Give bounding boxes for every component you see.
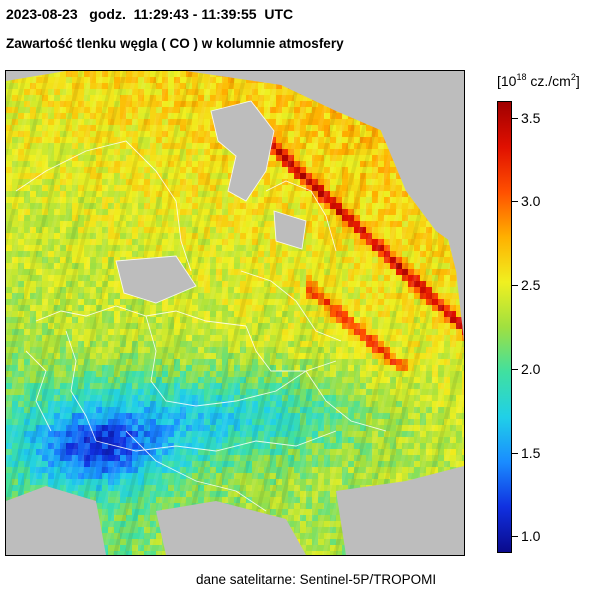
country-borders (15, 100, 387, 512)
map-title: Zawartość tlenku węgla ( CO ) w kolumnie… (6, 36, 344, 51)
map-canvas (6, 71, 464, 555)
no-data-areas (6, 71, 464, 555)
colorbar-tick-label: 1.5 (521, 444, 541, 461)
colorbar-tick (512, 368, 518, 370)
co-column-map (5, 70, 465, 556)
colorbar-tick-label: 3.0 (521, 193, 541, 210)
colorbar-tick-label: 3.5 (521, 109, 541, 126)
colorbar (497, 101, 512, 553)
colorbar-unit-label: [1018 cz./cm2] (497, 72, 580, 89)
colorbar-tick (512, 201, 518, 203)
colorbar-tick-label: 2.0 (521, 360, 541, 377)
date-time-header: 2023-08-23 godz. 11:29:43 - 11:39:55 UTC (6, 6, 294, 22)
colorbar-tick (512, 536, 518, 538)
data-source-credit: dane satelitarne: Sentinel-5P/TROPOMI (196, 572, 437, 587)
colorbar-tick (512, 285, 518, 287)
colorbar-tick (512, 452, 518, 454)
colorbar-tick-label: 2.5 (521, 277, 541, 294)
colorbar-tick-label: 1.0 (521, 528, 541, 545)
colorbar-tick (512, 117, 518, 119)
